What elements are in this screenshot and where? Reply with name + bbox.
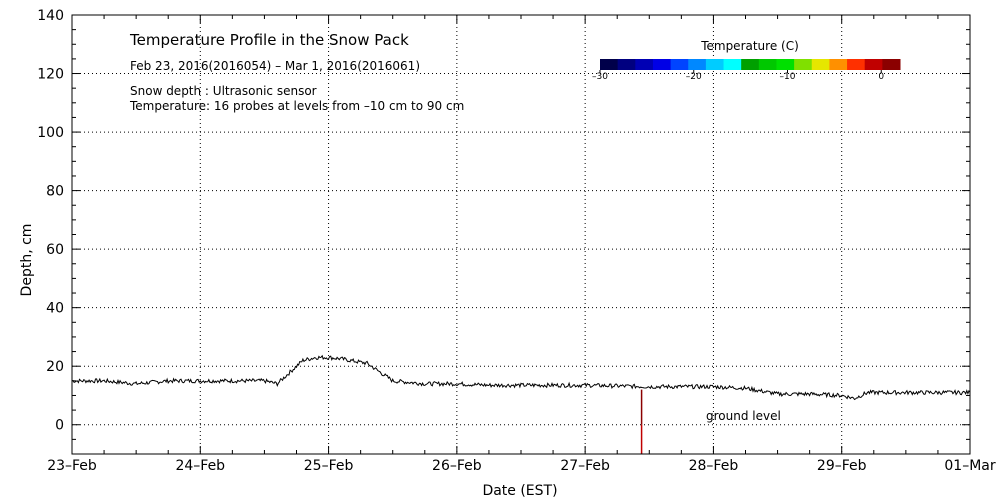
colorbar-swatch	[758, 59, 777, 70]
info-line-2: Temperature: 16 probes at levels from –1…	[129, 99, 464, 113]
colorbar-tick-label: –10	[780, 72, 796, 82]
colorbar-tick-label: 0	[878, 72, 884, 82]
y-tick-labels: 0 20 40 60 80 100 120 140	[37, 8, 64, 434]
colorbar-swatch	[652, 59, 672, 70]
y-tick-label: 0	[55, 418, 64, 434]
date-range: Feb 23, 2016(2016054) – Mar 1, 2016(2016…	[130, 59, 420, 73]
colorbar-swatch	[864, 59, 883, 70]
x-axis-label: Date (EST)	[482, 483, 557, 499]
series-lines	[71, 354, 971, 401]
axis-ticks	[71, 14, 971, 455]
x-tick-label: 26–Feb	[432, 458, 482, 474]
colorbar-swatch	[600, 59, 619, 70]
ground-level-label: ground level	[706, 409, 781, 423]
colorbar-swatch	[847, 59, 866, 70]
info-line-1: Snow depth : Ultrasonic sensor	[130, 84, 317, 98]
colorbar-swatch	[723, 59, 742, 70]
x-tick-label: 01–Mar	[944, 458, 995, 474]
snow-depth-line	[71, 354, 971, 401]
colorbar-swatch	[635, 59, 654, 70]
y-tick-label: 40	[46, 301, 64, 317]
x-tick-labels: 23–Feb 24–Feb 25–Feb 26–Feb 27–Feb 28–Feb 29–F…	[47, 458, 996, 474]
colorbar-swatch	[829, 59, 848, 70]
colorbar-swatch	[688, 59, 707, 70]
x-tick-label: 27–Feb	[560, 458, 610, 474]
colorbar-swatch	[794, 59, 813, 70]
colorbar-swatch	[776, 59, 795, 70]
colorbar-tick-label: –30	[592, 72, 608, 82]
x-tick-label: 24–Feb	[175, 458, 225, 474]
y-tick-label: 120	[37, 67, 64, 83]
colorbar-swatch	[882, 59, 901, 70]
x-tick-label: 28–Feb	[689, 458, 739, 474]
x-tick-label: 25–Feb	[304, 458, 354, 474]
y-tick-label: 20	[46, 359, 64, 375]
colorbar	[599, 59, 901, 73]
x-tick-label: 29–Feb	[817, 458, 867, 474]
grid-lines	[72, 15, 970, 454]
plot-frame	[71, 14, 971, 455]
colorbar-swatch	[670, 59, 689, 70]
y-axis-label: Depth, cm	[19, 224, 35, 297]
colorbar-swatch	[617, 59, 636, 70]
y-tick-label: 100	[37, 125, 64, 141]
y-tick-label: 80	[46, 184, 64, 200]
chart-title: Temperature Profile in the Snow Pack	[129, 31, 409, 49]
colorbar-tick-label: –20	[686, 72, 702, 82]
colorbar-swatch	[705, 59, 725, 70]
colorbar-swatch	[811, 59, 830, 70]
y-tick-label: 140	[37, 8, 64, 24]
x-tick-label: 23–Feb	[47, 458, 97, 474]
colorbar-title: Temperature (C)	[700, 39, 799, 53]
y-tick-label: 60	[46, 242, 64, 258]
colorbar-labels: –30 –20 –10 0	[592, 72, 884, 82]
colorbar-swatch	[741, 59, 760, 70]
